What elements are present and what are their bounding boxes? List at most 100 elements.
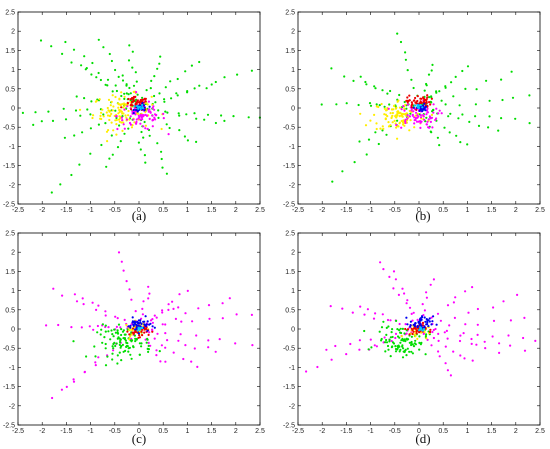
x-tick-label: 2.5 <box>255 428 265 435</box>
scatter-point <box>145 341 148 344</box>
scatter-point <box>412 86 415 90</box>
scatter-point <box>401 115 404 118</box>
scatter-point <box>397 346 400 349</box>
y-tick-label: 0 <box>11 106 15 113</box>
scatter-point <box>94 361 97 364</box>
scatter-point <box>415 120 419 123</box>
scatter-point <box>391 328 394 331</box>
scatter-point <box>203 118 206 121</box>
scatter-point <box>113 328 116 331</box>
scatter-point <box>358 140 361 143</box>
scatter-point <box>132 108 135 112</box>
scatter-point <box>103 336 106 339</box>
scatter-point <box>195 117 198 120</box>
scatter-point <box>110 329 113 332</box>
scatter-point <box>141 313 144 316</box>
scatter-point <box>106 355 109 358</box>
scatter-point <box>130 126 134 129</box>
scatter-point <box>406 347 409 350</box>
scatter-point <box>380 326 384 329</box>
scatter-point <box>180 320 183 323</box>
scatter-point <box>427 325 430 328</box>
scatter-point <box>345 353 348 356</box>
scatter-point <box>422 97 426 100</box>
scatter-point <box>330 358 333 361</box>
scatter-point <box>411 329 414 332</box>
scatter-point <box>334 344 337 348</box>
scatter-point <box>137 141 140 144</box>
scatter-point <box>448 131 451 134</box>
scatter-point <box>424 320 427 323</box>
scatter-point <box>112 129 115 132</box>
scatter-point <box>459 354 462 357</box>
scatter-point <box>135 122 138 125</box>
scatter-point <box>440 112 443 115</box>
scatter-point <box>402 350 405 353</box>
scatter-point <box>152 118 155 122</box>
scatter-point <box>111 90 114 93</box>
scatter-point <box>426 111 430 114</box>
scatter-point <box>123 132 126 135</box>
scatter-point <box>50 45 53 48</box>
scatter-point <box>116 362 119 365</box>
scatter-point <box>403 107 406 111</box>
scatter-point <box>369 338 372 341</box>
scatter-point <box>178 114 181 117</box>
scatter-point <box>170 97 173 100</box>
scatter-point <box>94 364 97 367</box>
scatter-point <box>151 103 154 106</box>
scatter-point <box>425 291 428 294</box>
scatter-point <box>81 297 84 300</box>
scatter-point <box>150 79 153 82</box>
scatter-point <box>432 315 435 318</box>
x-tick-label: 1 <box>185 207 189 214</box>
scatter-point <box>425 101 428 104</box>
scatter-point <box>428 96 431 99</box>
scatter-point <box>414 96 417 100</box>
scatter-point <box>457 117 460 120</box>
scatter-series <box>136 326 144 332</box>
scatter-point <box>432 108 435 112</box>
scatter-point <box>446 304 450 307</box>
scatter-point <box>146 347 149 350</box>
scatter-point <box>80 326 83 329</box>
scatter-point <box>406 103 410 106</box>
scatter-point <box>95 99 98 102</box>
scatter-point <box>359 305 362 308</box>
scatter-point <box>21 111 24 114</box>
scatter-point <box>412 345 416 348</box>
scatter-point <box>412 330 415 333</box>
scatter-point <box>110 100 113 103</box>
scatter-point <box>163 100 166 103</box>
scatter-point <box>419 97 422 100</box>
scatter-point <box>409 324 412 327</box>
scatter-point <box>390 346 393 349</box>
scatter-point <box>398 93 401 97</box>
y-tick-label: 0 <box>291 327 295 334</box>
scatter-point <box>135 104 139 108</box>
scatter-point <box>409 119 412 122</box>
scatter-point <box>161 309 164 312</box>
scatter-point <box>396 328 399 331</box>
y-tick-label: 2.5 <box>285 10 295 17</box>
scatter-point <box>415 332 418 335</box>
scatter-point <box>32 123 35 126</box>
scatter-point <box>132 324 135 327</box>
scatter-point <box>379 261 382 264</box>
scatter-point <box>134 113 137 116</box>
scatter-point <box>140 130 143 134</box>
scatter-point <box>421 321 425 324</box>
scatter-point <box>412 110 415 113</box>
scatter-point <box>429 328 432 331</box>
scatter-point <box>380 102 383 106</box>
scatter-point <box>139 122 142 125</box>
scatter-point <box>146 337 149 340</box>
scatter-point <box>138 353 141 356</box>
scatter-point <box>99 333 102 336</box>
scatter-point <box>137 324 140 327</box>
scatter-point <box>445 329 448 332</box>
scatter-point <box>127 93 130 96</box>
scatter-point <box>385 333 388 336</box>
scatter-point <box>511 96 515 99</box>
scatter-point <box>186 90 189 93</box>
